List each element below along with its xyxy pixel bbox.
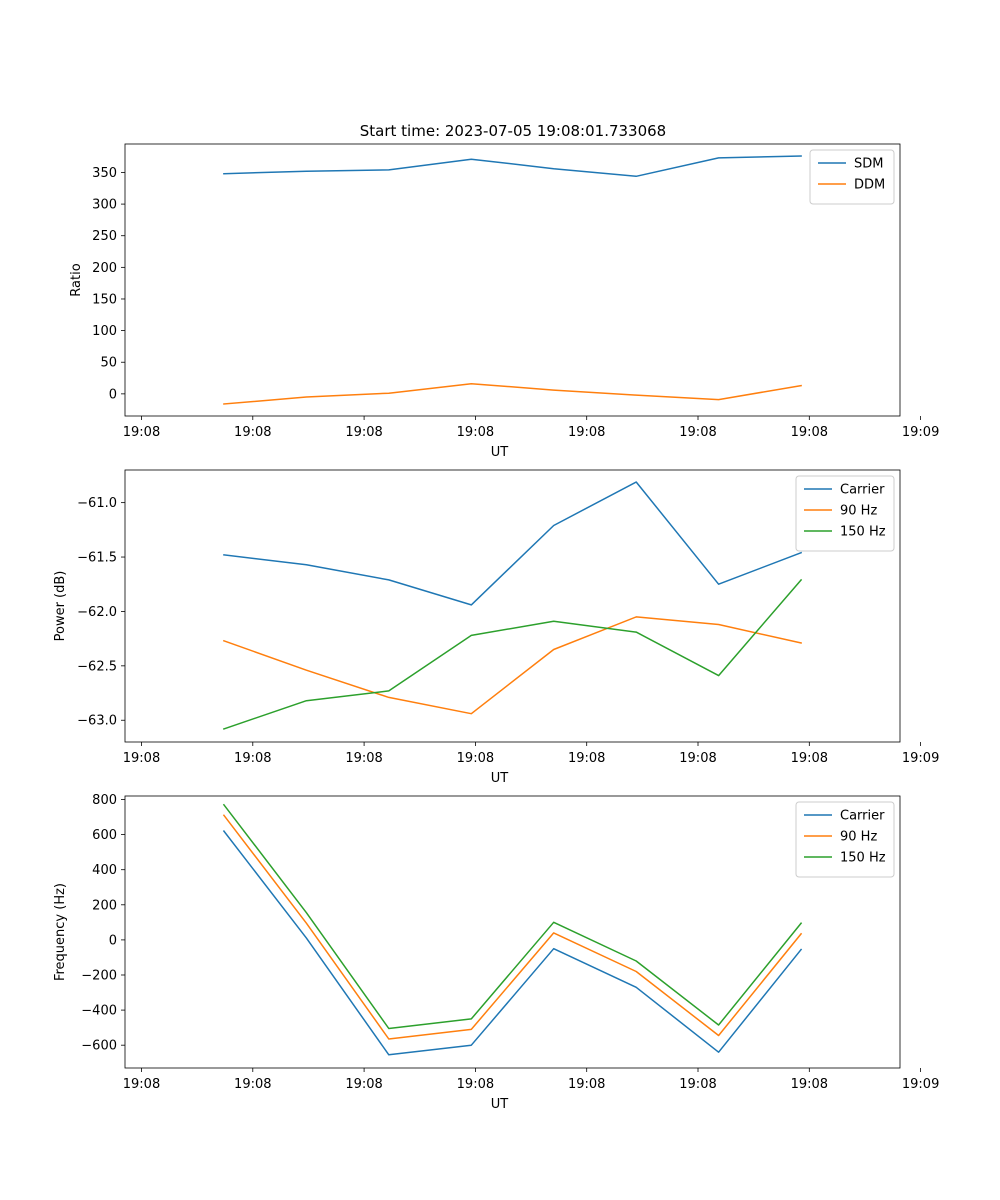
ratio-plot-area [125, 144, 900, 416]
frequency-x-tick-label: 19:08 [345, 1077, 382, 1092]
frequency-legend-label-90-hz: 90 Hz [840, 830, 877, 845]
ratio-y-tick-label: 350 [92, 166, 117, 181]
ratio-y-tick-label: 250 [92, 229, 117, 244]
power-series-carrier-line [223, 481, 803, 606]
power-axes-frame [124, 469, 901, 743]
frequency-y-tick-label: 800 [92, 793, 117, 808]
frequency-y-tick-label: 200 [92, 898, 117, 913]
ratio-x-tick-label: 19:09 [902, 425, 939, 440]
ratio-y-tick-label: 200 [92, 261, 117, 276]
ratio-y-tick-label: 50 [100, 356, 117, 371]
ratio-y-tick-label: 0 [109, 387, 117, 402]
frequency-x-tick-label: 19:08 [234, 1077, 271, 1092]
frequency-x-tick-label: 19:08 [457, 1077, 494, 1092]
ratio-legend: SDM DDM [809, 149, 895, 205]
figure-title: Start time: 2023-07-05 19:08:01.733068 [360, 122, 666, 140]
ratio-x-tick-label: 19:08 [568, 425, 605, 440]
power-x-tick-label: 19:08 [679, 751, 716, 766]
power-series-90-hz-line [222, 616, 802, 715]
frequency-series-90-hz-line [222, 814, 803, 1040]
ratio-series-group [223, 155, 802, 405]
frequency-series-carrier-line [222, 830, 803, 1056]
power-series-group [222, 481, 803, 730]
panel-frequency: 19:08 19:08 19:08 19:08 19:08 19:08 19:08 19:09… [53, 793, 939, 1112]
power-x-tick-label: 19:08 [568, 751, 605, 766]
power-x-tick-label: 19:08 [345, 751, 382, 766]
frequency-y-tick-label: −400 [81, 1004, 117, 1019]
panel-power: 19:08 19:08 19:08 19:08 19:08 19:08 19:08 19:09… [53, 469, 939, 786]
power-x-axis-label: UT [491, 771, 509, 786]
ratio-x-tick-label: 19:08 [791, 425, 828, 440]
ratio-y-axis-label: Ratio [69, 263, 84, 296]
frequency-x-tick-label: 19:08 [791, 1077, 828, 1092]
ratio-axes-frame [124, 143, 901, 417]
frequency-series-150-hz-line [222, 803, 803, 1030]
frequency-plot-area [125, 796, 900, 1068]
power-x-tick-label: 19:08 [123, 751, 160, 766]
power-legend-label-carrier: Carrier [840, 483, 885, 498]
frequency-x-axis-label: UT [491, 1097, 509, 1112]
ratio-x-tick-label: 19:08 [345, 425, 382, 440]
frequency-y-tick-label: 400 [92, 863, 117, 878]
power-legend: Carrier 90 Hz 150 Hz [795, 475, 895, 552]
ratio-x-axis-label: UT [491, 445, 509, 460]
frequency-series-group [222, 803, 803, 1056]
ratio-x-tick-label: 19:08 [234, 425, 271, 440]
ratio-y-tick-label: 150 [92, 292, 117, 307]
power-y-tick-label: −63.0 [77, 714, 117, 729]
power-y-tick-label: −61.0 [77, 496, 117, 511]
ratio-x-tick-label: 19:08 [679, 425, 716, 440]
frequency-legend-label-carrier: Carrier [840, 809, 885, 824]
frequency-y-axis-label: Frequency (Hz) [53, 883, 68, 981]
frequency-x-tick-label: 19:08 [679, 1077, 716, 1092]
power-x-tick-label: 19:09 [902, 751, 939, 766]
ratio-series-sdm-line [223, 155, 802, 178]
power-x-tick-label: 19:08 [791, 751, 828, 766]
frequency-y-tick-label: 600 [92, 828, 117, 843]
power-legend-label-150-hz: 150 Hz [840, 525, 886, 540]
frequency-legend: Carrier 90 Hz 150 Hz [795, 801, 895, 878]
frequency-axes-frame [124, 795, 901, 1069]
power-plot-area [125, 470, 900, 742]
panel-ratio: 19:08 19:08 19:08 19:08 19:08 19:08 19:08 19:09… [69, 143, 939, 460]
ratio-legend-label-sdm: SDM [854, 157, 883, 172]
ratio-y-tick-label: 100 [92, 324, 117, 339]
ratio-x-tick-label: 19:08 [457, 425, 494, 440]
power-y-tick-label: −62.0 [77, 605, 117, 620]
frequency-y-tick-label: 0 [109, 933, 117, 948]
ratio-series-ddm-line [223, 382, 802, 405]
frequency-legend-box [795, 801, 895, 878]
power-y-tick-label: −62.5 [77, 659, 117, 674]
power-legend-label-90-hz: 90 Hz [840, 504, 877, 519]
power-y-tick-label: −61.5 [77, 551, 117, 566]
power-x-tick-label: 19:08 [234, 751, 271, 766]
ratio-x-tick-label: 19:08 [123, 425, 160, 440]
power-legend-box [795, 475, 895, 552]
frequency-x-tick-label: 19:08 [123, 1077, 160, 1092]
frequency-y-tick-label: −200 [81, 968, 117, 983]
ratio-legend-label-ddm: DDM [854, 178, 885, 193]
frequency-x-tick-label: 19:08 [568, 1077, 605, 1092]
ratio-y-tick-label: 300 [92, 198, 117, 213]
power-y-axis-label: Power (dB) [53, 571, 68, 642]
power-series-150-hz-line [222, 578, 803, 730]
power-x-tick-label: 19:08 [457, 751, 494, 766]
frequency-x-tick-label: 19:09 [902, 1077, 939, 1092]
frequency-y-tick-label: −600 [81, 1039, 117, 1054]
frequency-legend-label-150-hz: 150 Hz [840, 851, 886, 866]
